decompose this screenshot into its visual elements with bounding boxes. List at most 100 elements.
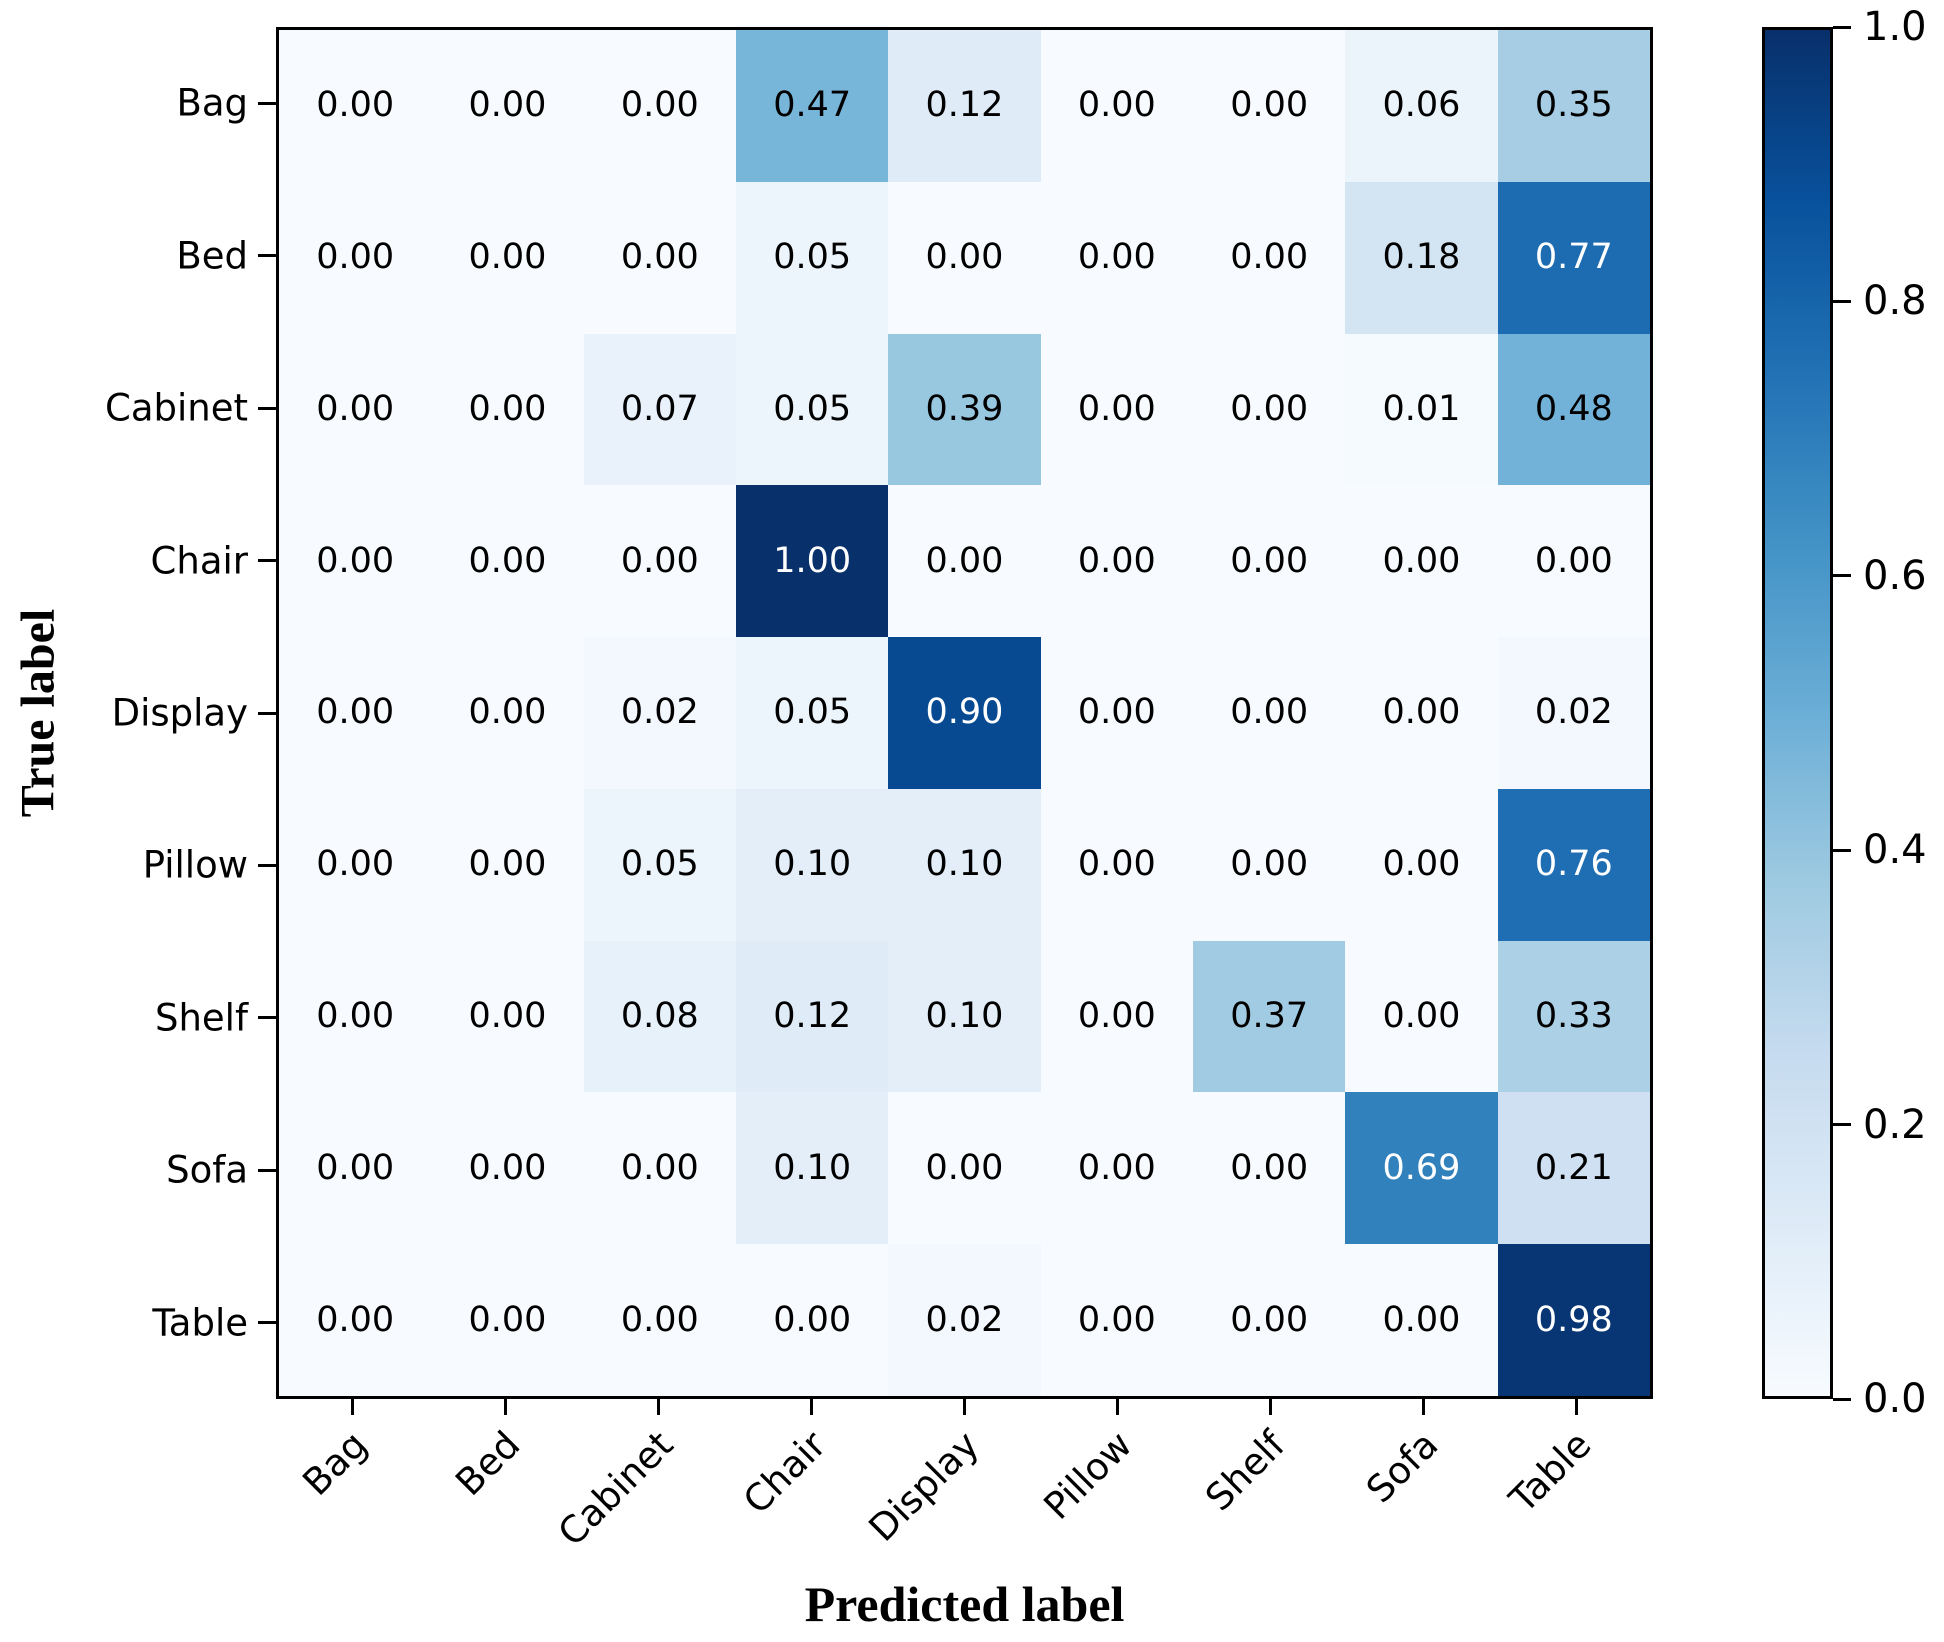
y-tick-label: Display: [111, 691, 248, 735]
heatmap-cell: 0.05: [735, 333, 889, 486]
heatmap-cell: 0.00: [279, 1092, 432, 1245]
heatmap-cell: 0.37: [1192, 940, 1346, 1093]
heatmap-cell: 0.00: [431, 637, 584, 789]
y-tick-label: Pillow: [142, 843, 248, 887]
heatmap-cell: 0.00: [1040, 1092, 1193, 1245]
heatmap-cell: 0.00: [1040, 181, 1193, 334]
heatmap-cell: 0.00: [1040, 1244, 1193, 1396]
heatmap-cell: 0.35: [1497, 30, 1650, 182]
heatmap-cell: 0.00: [1345, 940, 1498, 1093]
heatmap-cell: 0.12: [735, 940, 889, 1093]
heatmap-cell: 0.00: [1497, 485, 1650, 638]
heatmap-cell: 0.00: [431, 1244, 584, 1396]
heatmap-cell: 0.18: [1345, 181, 1498, 334]
colorbar-tick-mark: [1833, 299, 1851, 303]
heatmap-cell: 0.05: [735, 181, 889, 334]
heatmap-cell: 0.00: [279, 788, 432, 941]
y-tick-label: Bed: [176, 234, 248, 278]
y-tick-mark: [258, 254, 276, 258]
heatmap-cell: 0.00: [431, 1092, 584, 1245]
heatmap-cell: 0.00: [1192, 637, 1346, 789]
heatmap-cell: 0.00: [1040, 940, 1193, 1093]
heatmap-cell: 0.00: [583, 1092, 736, 1245]
heatmap-cell: 0.00: [888, 181, 1041, 334]
heatmap-cell: 0.00: [1192, 485, 1346, 638]
y-tick-mark: [258, 1321, 276, 1325]
colorbar-tick-label: 0.6: [1863, 552, 1927, 599]
x-axis-title: Predicted label: [804, 1576, 1125, 1632]
heatmap-cell: 0.39: [888, 333, 1041, 486]
x-tick-mark: [963, 1399, 966, 1415]
heatmap-cell: 0.12: [888, 30, 1041, 182]
x-tick-mark: [657, 1399, 660, 1415]
colorbar-tick-label: 0.0: [1863, 1376, 1927, 1422]
heatmap-cell: 0.00: [888, 1092, 1041, 1245]
heatmap-cell: 0.00: [583, 485, 736, 638]
heatmap-cell: 0.00: [279, 333, 432, 486]
heatmap-cell: 0.77: [1497, 181, 1650, 334]
heatmap-cell: 0.00: [279, 940, 432, 1093]
heatmap-cell: 0.10: [888, 940, 1041, 1093]
colorbar-tick-mark: [1833, 574, 1851, 578]
x-tick-mark: [351, 1399, 354, 1415]
heatmap-cell: 0.00: [279, 637, 432, 789]
heatmap-cell: 0.00: [583, 181, 736, 334]
colorbar-tick-label: 0.2: [1863, 1101, 1927, 1148]
heatmap-cell: 0.00: [279, 181, 432, 334]
heatmap-cell: 0.00: [279, 30, 432, 182]
heatmap-cell: 0.10: [735, 788, 889, 941]
heatmap-cell: 0.00: [1040, 637, 1193, 789]
heatmap-cell: 0.08: [583, 940, 736, 1093]
colorbar-tick-mark: [1833, 1397, 1851, 1401]
y-tick-label: Bag: [176, 81, 248, 125]
colorbar-tick-mark: [1833, 848, 1851, 852]
heatmap-cell: 0.00: [431, 333, 584, 486]
y-tick-mark: [258, 406, 276, 410]
heatmap-cell: 0.02: [583, 637, 736, 789]
heatmap-cell: 0.01: [1345, 333, 1498, 486]
y-tick-mark: [258, 1016, 276, 1020]
heatmap-cell: 0.07: [583, 333, 736, 486]
heatmap-cell: 0.00: [431, 485, 584, 638]
heatmap-cell: 0.76: [1497, 788, 1650, 941]
y-tick-label: Table: [152, 1301, 248, 1345]
x-tick-mark: [504, 1399, 507, 1415]
heatmap-cell: 0.47: [735, 30, 889, 182]
x-tick-mark: [810, 1399, 813, 1415]
heatmap-cell: 0.90: [888, 637, 1041, 789]
heatmap-cell: 0.48: [1497, 333, 1650, 486]
heatmap-cell: 0.00: [1192, 1092, 1346, 1245]
heatmap-cell: 0.00: [583, 1244, 736, 1396]
colorbar-tick-mark: [1833, 1123, 1851, 1127]
heatmap-cell: 0.69: [1345, 1092, 1498, 1245]
colorbar-tick-label: 1.0: [1863, 4, 1927, 50]
heatmap-cell: 0.00: [1192, 181, 1346, 334]
heatmap-grid: 0.00 0.00 0.00 0.47 0.12 0.00 0.00 0.06 0.35 0.00…: [279, 30, 1650, 1396]
heatmap-cell: 0.00: [1040, 30, 1193, 182]
colorbar-tick-label: 0.8: [1863, 278, 1927, 325]
heatmap-cell: 0.00: [1040, 788, 1193, 941]
heatmap-cell: 0.05: [583, 788, 736, 941]
y-tick-mark: [258, 863, 276, 867]
heatmap-cell: 0.00: [1040, 485, 1193, 638]
heatmap-cell: 0.02: [888, 1244, 1041, 1396]
y-tick-label: Chair: [150, 539, 248, 583]
x-tick-mark: [1269, 1399, 1272, 1415]
heatmap-cell: 0.00: [1345, 637, 1498, 789]
heatmap-cell: 0.00: [1192, 30, 1346, 182]
heatmap-cell: 0.10: [735, 1092, 889, 1245]
colorbar: [1762, 27, 1833, 1399]
y-tick-label: Cabinet: [105, 386, 248, 430]
heatmap-cell: 0.00: [1345, 485, 1498, 638]
y-tick-mark: [258, 711, 276, 715]
x-tick-mark: [1575, 1399, 1578, 1415]
heatmap-cell: 0.00: [431, 30, 584, 182]
y-tick-label: Shelf: [154, 996, 248, 1040]
heatmap-cell: 0.00: [1040, 333, 1193, 486]
heatmap-cell: 0.06: [1345, 30, 1498, 182]
heatmap-cell: 0.00: [735, 1244, 889, 1396]
heatmap-cell: 0.00: [431, 788, 584, 941]
heatmap-cell: 0.00: [279, 1244, 432, 1396]
heatmap-cell: 0.00: [1192, 788, 1346, 941]
